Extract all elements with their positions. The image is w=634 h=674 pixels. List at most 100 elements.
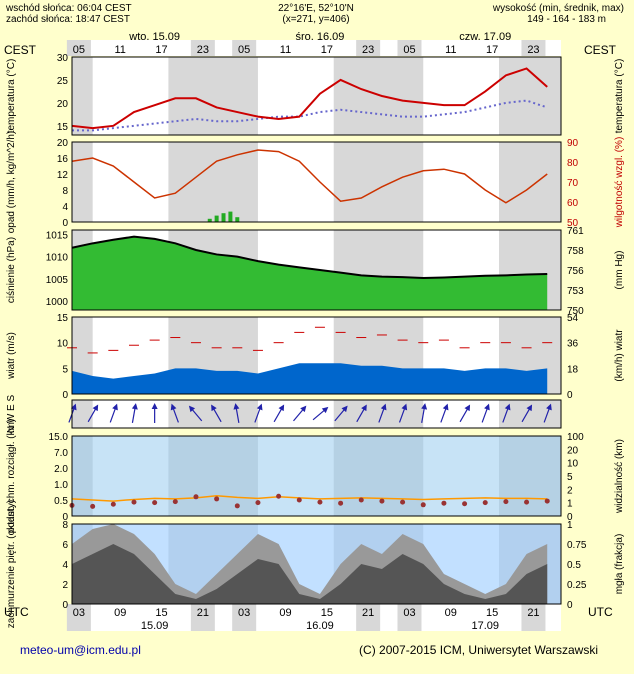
night-band — [333, 142, 424, 222]
cloud-base-point — [152, 500, 158, 506]
wind-arrow — [543, 403, 552, 423]
hour-label-bottom: 15 — [155, 607, 167, 619]
y-axis-title: podst. chm. rozciągł. (km) — [6, 419, 17, 533]
panel-frame — [71, 523, 562, 605]
cloud-base-point — [131, 499, 137, 505]
y2-tick-label: 0.25 — [567, 580, 587, 591]
y2-tick-label: 80 — [567, 158, 579, 169]
y-tick-label: 4 — [62, 560, 68, 571]
rain-bar — [235, 217, 240, 222]
cloud-base-point — [234, 503, 240, 509]
rain-bar — [214, 215, 219, 222]
night-band — [333, 57, 424, 135]
wind-arrow-head — [321, 406, 329, 414]
y2-tick-label: 0.75 — [567, 540, 587, 551]
wind-arrow-head — [421, 403, 428, 410]
y-tick-label: 2.0 — [54, 464, 68, 475]
night-tick-band — [66, 604, 91, 631]
hour-label-top: 17 — [155, 44, 167, 56]
hour-label-top: 11 — [115, 44, 126, 56]
y2-tick-label: 761 — [567, 226, 584, 237]
y2-axis-title: mgła (frakcja) — [614, 534, 625, 595]
sunset-text: zachód słońca: 18:47 CEST — [6, 14, 130, 25]
wind-arrow-head — [504, 403, 511, 411]
y-tick-label: 8 — [62, 520, 68, 531]
wind-arrow — [521, 404, 533, 423]
night-tick-band — [356, 40, 381, 56]
day-label-bottom: 16.09 — [306, 620, 334, 632]
cloud-base-point — [420, 502, 426, 508]
night-tick-band — [190, 604, 215, 631]
rain-bar — [221, 213, 226, 222]
y-tick-label: 0.5 — [54, 496, 68, 507]
timezone-bottom-right: UTC — [588, 605, 613, 619]
footer-copyright: (C) 2007-2015 ICM, Uniwersytet Warszawsk… — [359, 643, 598, 657]
y2-tick-label: 100 — [567, 432, 584, 443]
day-label-bottom: 15.09 — [141, 620, 169, 632]
visibility-background — [72, 436, 561, 516]
panel-frame — [71, 229, 562, 311]
cloud-base-point — [296, 497, 302, 503]
wind-arrow — [421, 403, 428, 423]
y-tick-label: 6 — [62, 540, 68, 551]
day-label-bottom: 17.09 — [471, 620, 499, 632]
cloud-base-point — [338, 500, 344, 506]
cloud-base-point — [482, 500, 488, 506]
y2-tick-label: 1 — [567, 499, 573, 510]
y2-tick-label: 54 — [567, 313, 579, 324]
y-tick-label: 10 — [57, 339, 69, 350]
elevation-title: wysokość (min, średnik, max) — [492, 3, 624, 14]
panel-frame — [71, 141, 562, 223]
y-tick-label: 8 — [62, 186, 68, 197]
cloud-base-point — [379, 498, 385, 504]
wind-arrow — [151, 403, 158, 423]
cloud-base-point — [172, 499, 178, 505]
y-tick-label: 15.0 — [49, 432, 69, 443]
cloud-base-point — [462, 501, 468, 507]
cloud-base-point — [255, 500, 261, 506]
night-band — [499, 57, 561, 135]
wind-arrow-head — [151, 403, 158, 409]
night-tick-band — [190, 40, 215, 56]
pressure-area — [72, 236, 548, 310]
footer-email[interactable]: meteo-um@icm.edu.pl — [20, 643, 141, 657]
hour-label-top: 05 — [238, 44, 250, 56]
night-tick-band — [397, 40, 422, 56]
y-tick-label: 7.0 — [54, 448, 68, 459]
y-tick-label: 30 — [57, 53, 69, 64]
wind-arrow-head — [278, 404, 285, 412]
bottom-axis-band — [72, 604, 561, 631]
y-axis-title: ciśnienie (hPa) — [6, 237, 17, 303]
hour-label-top: 17 — [321, 44, 333, 56]
wind-arrow-head — [526, 404, 533, 412]
panel-precipitation: 0 4 8 12 16 20 50 60 70 80 90 opad (mm/h, kg/m^2/h)… — [6, 131, 625, 234]
night-band — [168, 57, 258, 135]
cloud-base-point — [524, 499, 530, 505]
humidity-line — [71, 149, 548, 204]
grid-text: (x=271, y=406) — [282, 14, 349, 25]
wind-arrow — [356, 404, 367, 423]
y-tick-label: 1000 — [46, 297, 69, 308]
y2-tick-label: 0 — [567, 512, 573, 523]
wind-arrow — [131, 403, 138, 423]
wind-arrow — [87, 404, 99, 423]
night-tick-band — [232, 604, 257, 631]
y2-tick-label: 90 — [567, 138, 579, 149]
wind-arrow — [502, 403, 511, 423]
night-tick-band — [356, 604, 381, 631]
wind-arrow-head — [300, 405, 307, 413]
wind-arrow — [312, 406, 329, 421]
night-band — [499, 400, 561, 428]
hour-label-bottom: 09 — [445, 607, 457, 619]
y2-axis-title: (mm Hg) — [614, 251, 625, 290]
panel-frame — [71, 56, 562, 136]
night-tick-band — [521, 40, 546, 56]
y-tick-label: 5 — [62, 364, 68, 375]
y2-tick-label: 0 — [567, 600, 573, 611]
timezone-bottom-left: UTC — [4, 605, 29, 619]
panel-frame — [71, 435, 562, 517]
wind-arrow-head — [341, 405, 348, 413]
